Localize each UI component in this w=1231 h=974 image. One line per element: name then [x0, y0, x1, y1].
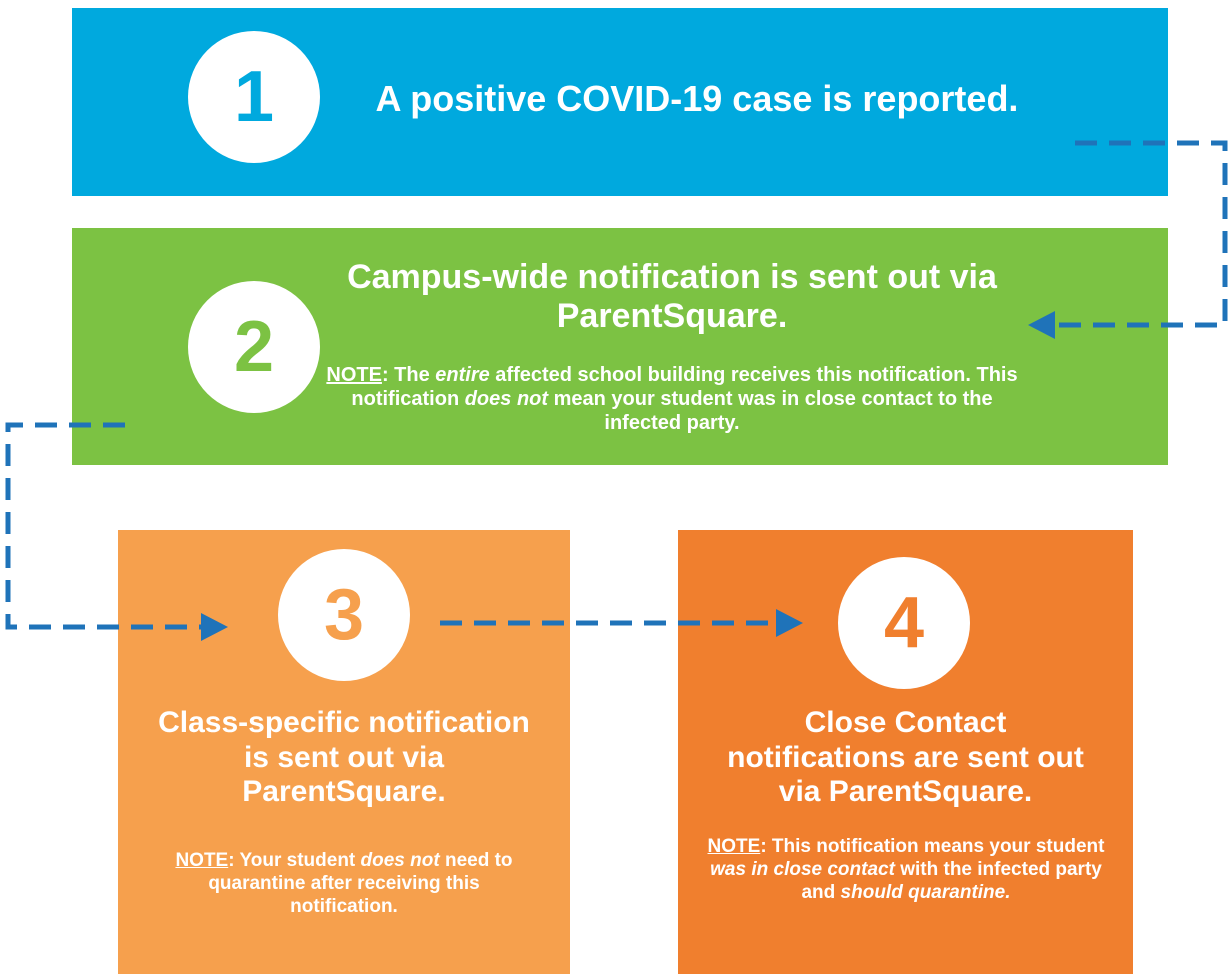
note-text: was in close contact: [710, 858, 895, 880]
step-note: NOTE: The entire affected school buildin…: [322, 363, 1022, 435]
step-title: Class-specific notification is sent out …: [158, 706, 530, 808]
note-text: NOTE: [707, 836, 761, 857]
note-text: need to quarantine after receiving this …: [208, 850, 513, 917]
note-text: should quarantine.: [840, 881, 1011, 903]
step-note: NOTE: This notification means your stude…: [706, 836, 1106, 904]
step-note: NOTE: Your student does not need to quar…: [164, 850, 524, 918]
step-number: 4: [838, 557, 970, 689]
connector: [1050, 140, 1228, 328]
step-box: 1 A positive COVID-19 case is reported.: [72, 8, 1168, 196]
arrowhead: [201, 613, 228, 641]
note-text: NOTE: [175, 850, 229, 871]
step-title: Close Contact notifications are sent out…: [727, 706, 1084, 808]
note-text: mean your student was in close contact t…: [548, 388, 993, 434]
step-box: 4 Close Contact notifications are sent ou…: [678, 530, 1133, 974]
step-number: 1: [188, 31, 320, 163]
note-text: : This notification means your student: [760, 836, 1105, 857]
arrowhead: [776, 609, 803, 637]
arrowhead: [1028, 311, 1055, 339]
note-text: affected school building receives this n…: [351, 364, 1018, 410]
note-text: with the infected party and: [801, 858, 1102, 903]
connector: [5, 422, 205, 630]
step-number: 2: [188, 281, 320, 413]
step-box: 3 Class-specific notification is sent out…: [118, 530, 570, 974]
step-title: Campus-wide notification is sent out via…: [347, 258, 997, 336]
step-number: 3: [278, 549, 410, 681]
note-text: entire: [435, 364, 490, 386]
step-title: A positive COVID-19 case is reported.: [375, 78, 1019, 119]
note-text: NOTE: [326, 364, 382, 386]
note-text: : Your student: [228, 850, 361, 871]
note-text: does not: [360, 850, 440, 871]
note-text: : The: [381, 364, 436, 386]
note-text: does not: [464, 388, 549, 410]
step-box: 2 Campus-wide notification is sent out vi…: [72, 228, 1168, 465]
